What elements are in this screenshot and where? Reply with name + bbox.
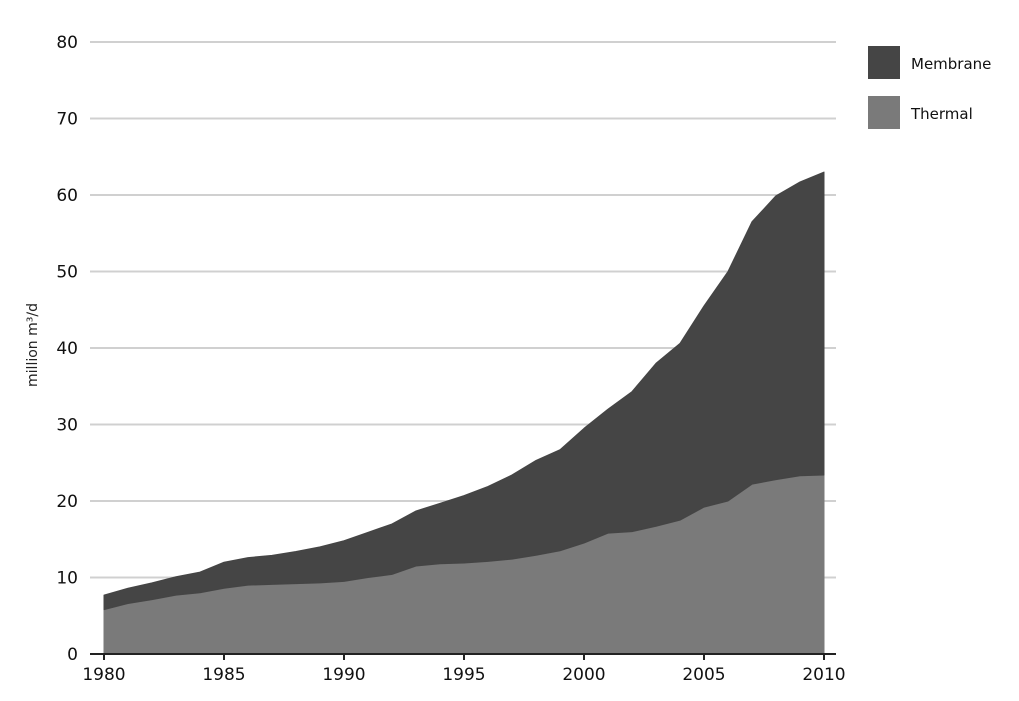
legend-item-membrane: Membrane (868, 46, 991, 79)
legend-label-membrane: Membrane (911, 55, 991, 73)
y-tick-label-40: 40 (56, 339, 78, 359)
chart-areas (103, 171, 825, 655)
x-tick-label-1990: 1990 (322, 665, 365, 685)
y-tick-label-70: 70 (56, 110, 78, 130)
x-tick-label-1985: 1985 (202, 665, 245, 685)
legend-label-thermal: Thermal (910, 105, 973, 123)
area-membrane (103, 171, 825, 611)
legend-item-thermal: Thermal (868, 96, 973, 129)
axes (90, 653, 836, 660)
x-tick-label-1995: 1995 (442, 665, 485, 685)
x-tick-label-1980: 1980 (82, 665, 125, 685)
y-tick-label-80: 80 (56, 33, 78, 53)
grid-lines (90, 41, 836, 579)
y-tick-label-0: 0 (67, 645, 78, 665)
x-tick-labels: 1980 1985 1990 1995 2000 2005 2010 (82, 665, 845, 685)
y-tick-labels: 0 10 20 30 40 50 60 70 80 (56, 33, 78, 665)
y-tick-label-50: 50 (56, 263, 78, 283)
legend-swatch-membrane (868, 46, 900, 79)
legend: Membrane Thermal (868, 46, 991, 129)
y-tick-label-10: 10 (56, 569, 78, 589)
x-tick-label-2005: 2005 (682, 665, 725, 685)
y-tick-label-60: 60 (56, 186, 78, 206)
legend-swatch-thermal (868, 96, 900, 129)
x-tick-label-2010: 2010 (802, 665, 845, 685)
y-tick-label-30: 30 (56, 416, 78, 436)
x-tick-label-2000: 2000 (562, 665, 605, 685)
y-axis-title: million m³/d (25, 303, 41, 387)
y-tick-label-20: 20 (56, 492, 78, 512)
